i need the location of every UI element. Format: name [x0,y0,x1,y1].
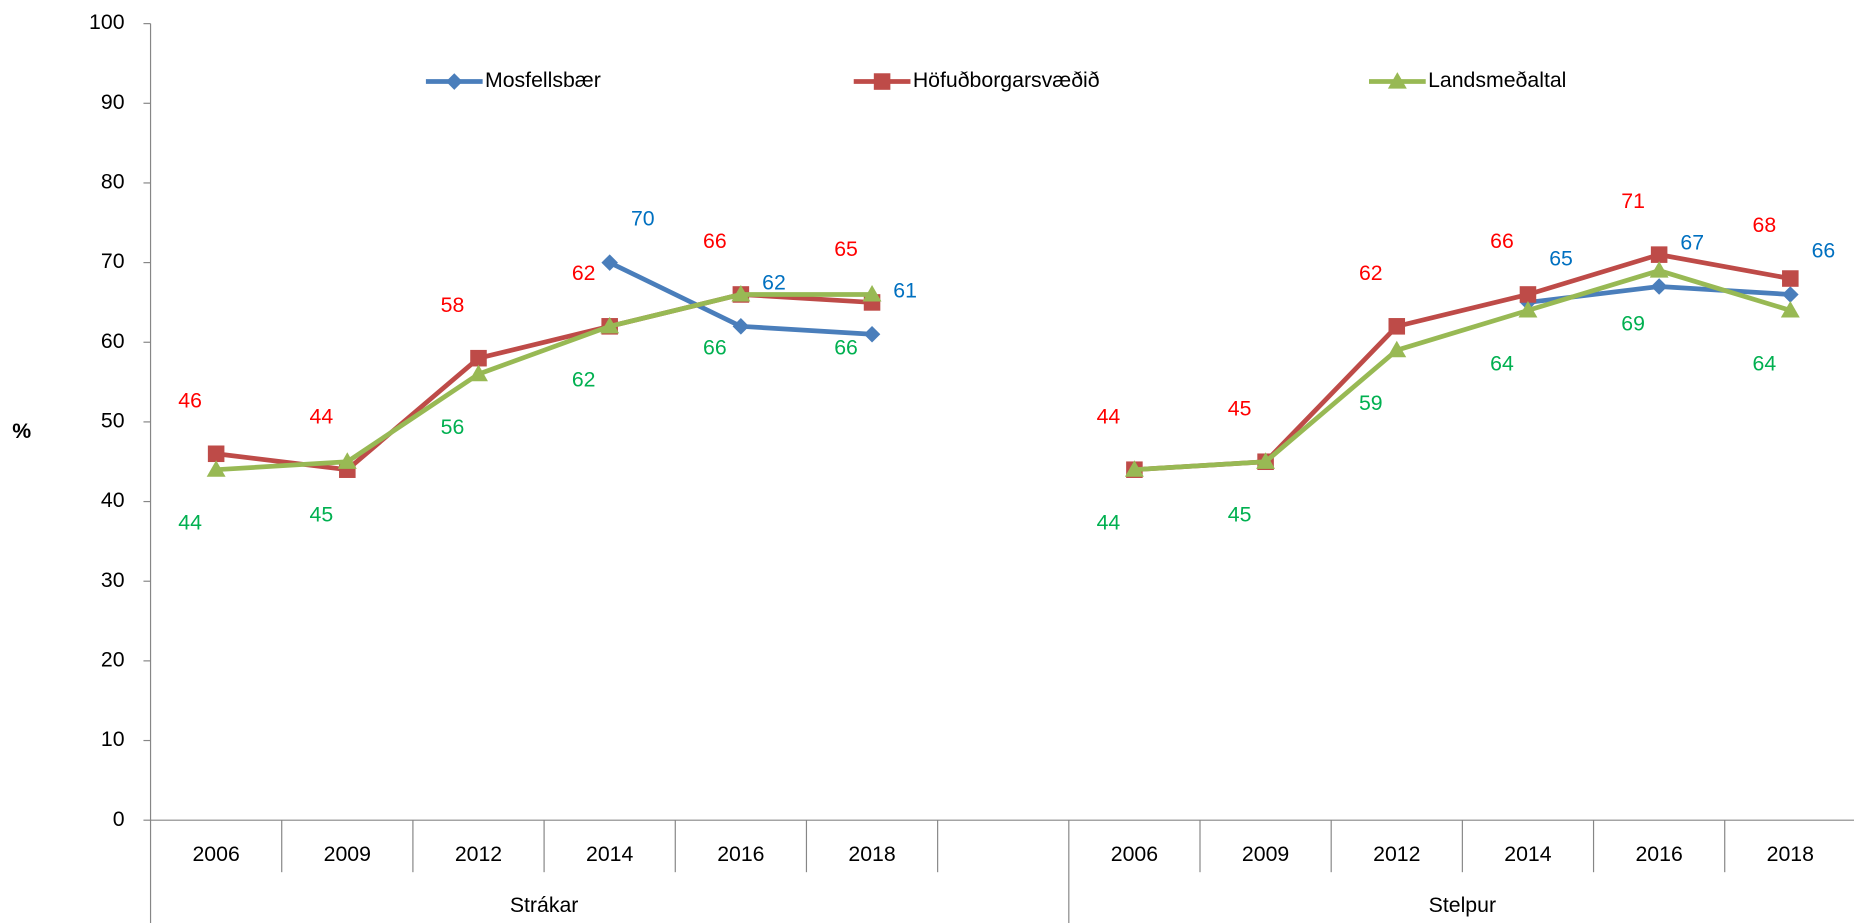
y-tick-label: 40 [101,488,125,512]
data-label: 68 [1752,213,1776,237]
data-point [600,316,620,334]
data-label: 44 [309,404,333,428]
data-label: 65 [834,237,858,261]
data-label: 58 [441,293,465,317]
data-point [1388,318,1406,335]
x-tick-label: 2012 [455,842,502,866]
data-point [732,318,750,335]
data-label: 44 [178,511,202,535]
y-tick-label: 50 [101,409,125,433]
data-point [1256,452,1276,469]
x-tick-label: 2018 [848,842,895,866]
y-tick-label: 10 [101,727,125,751]
data-label: 62 [1359,261,1383,285]
data-point [1649,261,1669,278]
data-point [1519,286,1537,303]
data-label: 62 [762,270,786,294]
data-label: 44 [1097,404,1121,428]
data-point [1387,340,1407,358]
data-point [601,254,618,271]
data-point [207,445,225,463]
data-point [731,285,751,302]
data-point [862,285,882,302]
data-label: 61 [893,278,917,302]
data-point [470,349,487,367]
data-label: 66 [834,335,858,359]
data-label: 64 [1490,351,1514,375]
y-tick-label: 90 [101,90,125,114]
y-tick-label: 0 [113,807,125,831]
data-label: 62 [572,261,596,285]
data-label: 62 [572,367,596,391]
data-label: 56 [441,415,465,439]
data-label: 66 [703,335,727,359]
legend-label: Höfuðborgarsvæðið [913,68,1100,92]
x-tick-label: 2014 [1504,842,1551,866]
data-point [1124,460,1144,477]
data-point [1650,246,1668,263]
x-tick-label: 2016 [1635,842,1682,866]
x-tick-label: 2012 [1373,842,1420,866]
data-point [1650,278,1668,295]
x-tick-label: 2016 [717,842,764,866]
legend-marker [446,73,463,90]
y-tick-label: 60 [101,329,125,353]
y-tick-label: 30 [101,568,125,592]
data-label: 71 [1621,189,1645,213]
x-tick-label: 2006 [1111,842,1158,866]
data-label: 69 [1621,312,1645,336]
data-point [469,364,488,382]
series-line [215,268,1792,473]
data-label: 45 [309,503,333,527]
data-point [1782,286,1799,303]
data-label: 70 [631,207,655,231]
x-tick-label: 2018 [1767,842,1814,866]
data-point [1780,300,1800,318]
legend-marker [873,73,891,90]
data-label: 45 [1228,503,1252,527]
data-point [1518,300,1538,318]
group-label: Strákar [510,893,579,917]
legend-label: Landsmeðaltal [1428,68,1566,92]
data-label: 44 [1097,511,1121,535]
x-tick-label: 2009 [1242,842,1289,866]
data-label: 45 [1228,396,1252,420]
data-label: 66 [703,229,727,253]
x-tick-label: 2014 [586,842,633,866]
data-label: 66 [1812,239,1836,263]
data-label: 65 [1549,247,1573,271]
data-point [337,452,357,469]
data-point [1782,270,1799,287]
y-tick-label: 70 [101,249,125,273]
y-tick-label: 20 [101,647,125,671]
data-label: 59 [1359,391,1383,415]
data-label: 66 [1490,229,1514,253]
data-label: 46 [178,388,202,412]
x-tick-label: 2009 [324,842,371,866]
data-point [863,326,881,343]
y-axis-label: % [12,419,31,443]
legend-label: Mosfellsbær [485,68,601,92]
data-point [206,460,226,477]
legend-marker [1387,72,1407,89]
y-tick-label: 80 [101,170,125,194]
y-tick-label: 100 [89,10,124,34]
data-label: 67 [1680,231,1704,255]
data-label: 64 [1752,351,1776,375]
x-tick-label: 2006 [192,842,239,866]
group-label: Stelpur [1429,893,1496,917]
